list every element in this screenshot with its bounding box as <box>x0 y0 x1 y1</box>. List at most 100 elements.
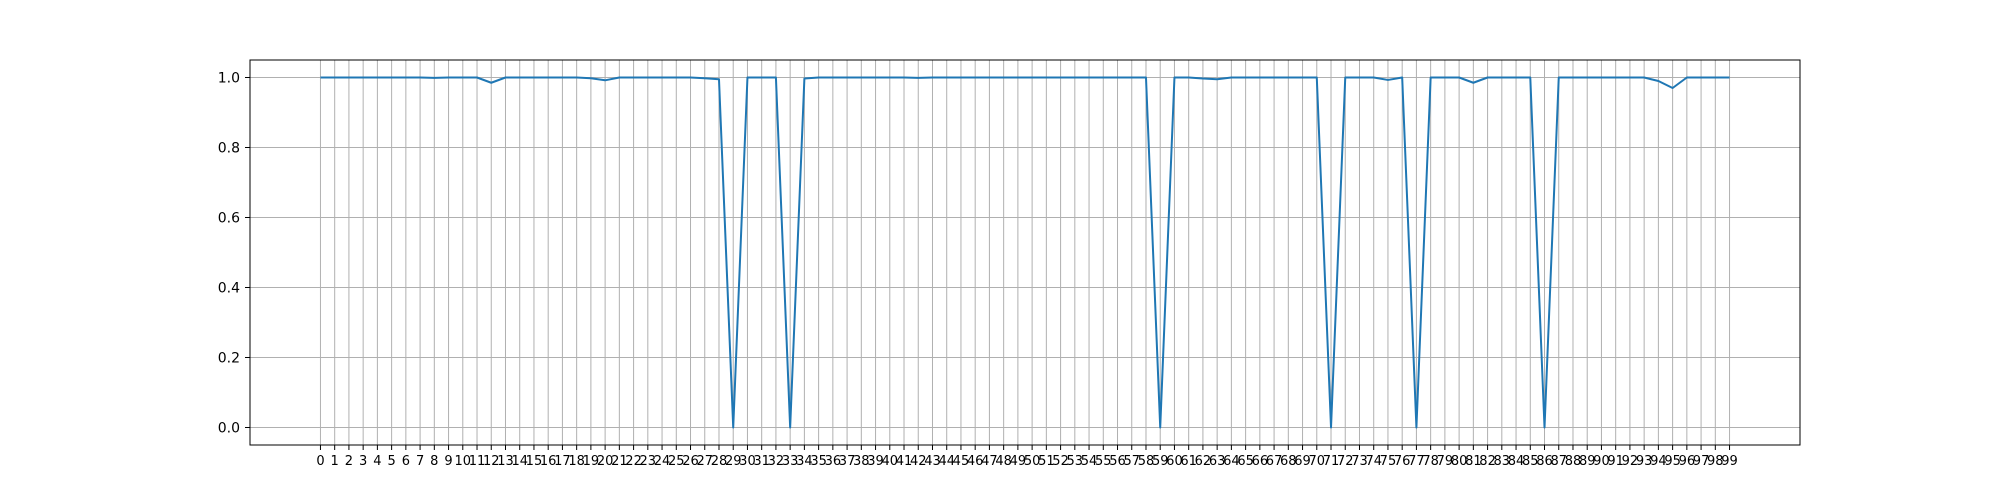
x-tick-label: 72 <box>1337 454 1354 469</box>
x-tick-label: 96 <box>1679 454 1696 469</box>
x-tick-label: 16 <box>540 454 557 469</box>
x-tick-label: 13 <box>497 454 514 469</box>
x-tick-label: 60 <box>1166 454 1183 469</box>
x-tick-label: 8 <box>430 454 438 469</box>
x-tick-label: 10 <box>455 454 472 469</box>
x-tick-label: 56 <box>1109 454 1126 469</box>
x-tick-label: 15 <box>526 454 543 469</box>
x-tick-label: 76 <box>1394 454 1411 469</box>
x-tick-label: 12 <box>483 454 500 469</box>
x-tick-label: 90 <box>1593 454 1610 469</box>
x-tick-label: 73 <box>1351 454 1368 469</box>
x-tick-label: 36 <box>825 454 842 469</box>
x-tick-label: 77 <box>1408 454 1425 469</box>
x-tick-label: 79 <box>1437 454 1454 469</box>
x-tick-label: 4 <box>373 454 381 469</box>
x-tick-label: 45 <box>953 454 970 469</box>
x-tick-label: 65 <box>1237 454 1254 469</box>
x-tick-label: 59 <box>1152 454 1169 469</box>
x-tick-label: 40 <box>882 454 899 469</box>
x-tick-label: 64 <box>1223 454 1240 469</box>
x-tick-label: 19 <box>583 454 600 469</box>
x-tick-label: 75 <box>1380 454 1397 469</box>
x-tick-label: 92 <box>1622 454 1639 469</box>
x-tick-label: 53 <box>1067 454 1084 469</box>
x-tick-label: 95 <box>1664 454 1681 469</box>
x-tick-label: 69 <box>1294 454 1311 469</box>
y-tick-label: 0.6 <box>218 211 240 227</box>
x-tick-label: 57 <box>1123 454 1140 469</box>
x-tick-label: 33 <box>782 454 799 469</box>
x-tick-label: 25 <box>668 454 685 469</box>
axes <box>245 59 1801 450</box>
x-tick-label: 5 <box>387 454 395 469</box>
x-tick-label: 67 <box>1266 454 1283 469</box>
x-tick-label: 30 <box>739 454 756 469</box>
x-tick-label: 87 <box>1550 454 1567 469</box>
x-tick-label: 14 <box>511 454 528 469</box>
x-tick-label: 70 <box>1309 454 1326 469</box>
x-tick-label: 97 <box>1693 454 1710 469</box>
x-tick-label: 41 <box>896 454 913 469</box>
x-tick-label: 91 <box>1607 454 1624 469</box>
x-tick-label: 46 <box>967 454 984 469</box>
x-tick-label: 43 <box>924 454 941 469</box>
x-tick-label: 63 <box>1209 454 1226 469</box>
x-tick-label: 42 <box>910 454 927 469</box>
x-tick-label: 38 <box>853 454 870 469</box>
x-tick-label: 68 <box>1280 454 1297 469</box>
x-tick-label: 11 <box>469 454 486 469</box>
y-tick-label: 0.0 <box>218 421 240 437</box>
x-tick-label: 55 <box>1095 454 1112 469</box>
x-tick-label: 84 <box>1508 454 1525 469</box>
x-tick-label: 66 <box>1252 454 1269 469</box>
x-tick-label: 86 <box>1536 454 1553 469</box>
y-tick-label: 0.8 <box>218 141 240 157</box>
series-layer <box>320 76 1730 429</box>
x-tick-label: 50 <box>1024 454 1041 469</box>
x-tick-label: 29 <box>725 454 742 469</box>
x-tick-label: 81 <box>1465 454 1482 469</box>
tick-labels: 0 1 2 3 4 5 6 7 8 9 101112131415161718192021222324… <box>218 71 1738 470</box>
x-tick-label: 7 <box>416 454 424 469</box>
x-tick-label: 78 <box>1422 454 1439 469</box>
x-tick-label: 20 <box>597 454 614 469</box>
series-line <box>320 76 1730 429</box>
x-tick-label: 37 <box>839 454 856 469</box>
x-tick-label: 71 <box>1323 454 1340 469</box>
x-tick-label: 83 <box>1494 454 1511 469</box>
x-tick-label: 44 <box>938 454 955 469</box>
x-tick-label: 74 <box>1365 454 1382 469</box>
plot-frame <box>249 59 1801 446</box>
x-tick-label: 31 <box>753 454 770 469</box>
x-tick-label: 80 <box>1451 454 1468 469</box>
x-tick-label: 51 <box>1038 454 1055 469</box>
x-tick-label: 18 <box>568 454 585 469</box>
x-tick-label: 35 <box>810 454 827 469</box>
x-tick-label: 89 <box>1579 454 1596 469</box>
x-tick-label: 23 <box>640 454 657 469</box>
x-tick-label: 17 <box>554 454 571 469</box>
x-tick-label: 88 <box>1565 454 1582 469</box>
x-tick-label: 34 <box>796 454 813 469</box>
x-tick-label: 54 <box>1081 454 1098 469</box>
y-tick-label: 0.2 <box>218 351 240 367</box>
x-tick-label: 6 <box>402 454 410 469</box>
x-tick-label: 93 <box>1636 454 1653 469</box>
x-tick-label: 48 <box>995 454 1012 469</box>
x-tick-label: 3 <box>359 454 367 469</box>
x-tick-label: 24 <box>654 454 671 469</box>
grid <box>250 60 1800 445</box>
x-tick-label: 82 <box>1479 454 1496 469</box>
x-tick-label: 85 <box>1522 454 1539 469</box>
x-tick-label: 39 <box>867 454 884 469</box>
x-tick-label: 21 <box>611 454 628 469</box>
x-tick-label: 49 <box>1010 454 1027 469</box>
x-tick-label: 61 <box>1180 454 1197 469</box>
x-tick-label: 28 <box>711 454 728 469</box>
x-tick-label: 32 <box>768 454 785 469</box>
x-tick-label: 58 <box>1138 454 1155 469</box>
x-tick-label: 0 <box>316 454 324 469</box>
